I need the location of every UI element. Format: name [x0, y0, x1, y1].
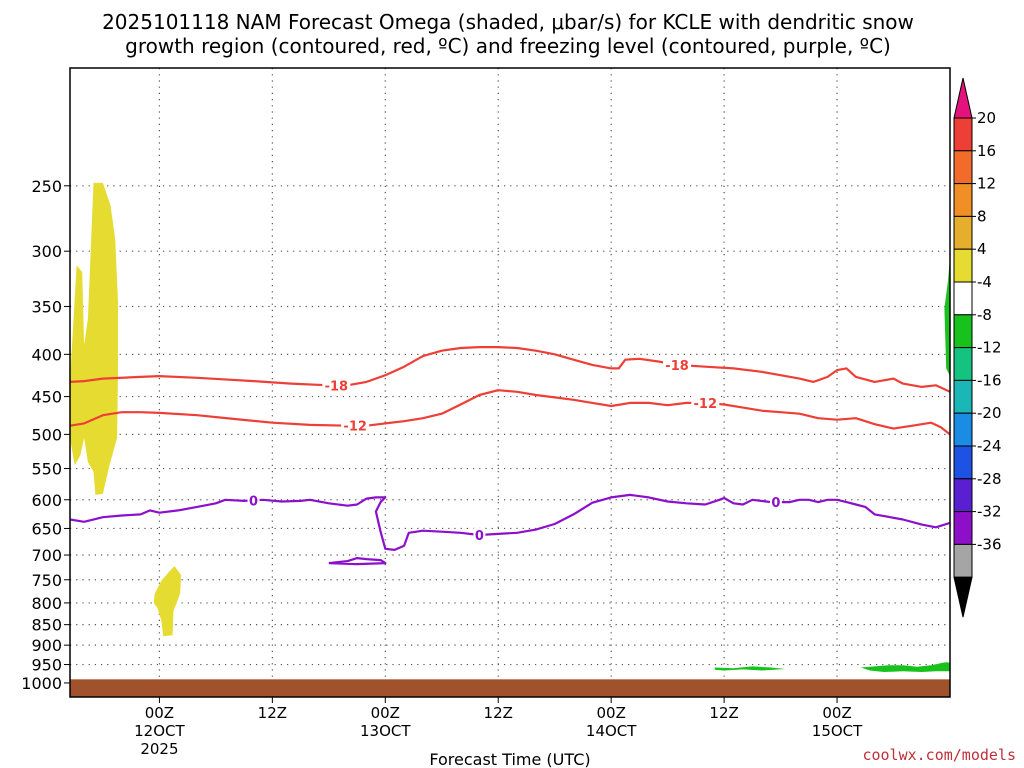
colorbar-label: -36 [977, 535, 1002, 553]
x-tick-date-label: 14OCT [586, 722, 637, 740]
colorbar-swatch [953, 281, 973, 316]
colorbar-swatch [953, 248, 973, 283]
colorbar-label: -24 [977, 437, 1002, 455]
y-tick-label: 600 [31, 491, 62, 510]
contour-label-bg [769, 495, 782, 510]
omega-area [70, 182, 118, 495]
x-tick-year-label: 2025 [140, 740, 178, 758]
x-axis-label: Forecast Time (UTC) [429, 750, 590, 768]
colorbar-swatch [953, 478, 973, 513]
contour-label: -12 [694, 397, 718, 412]
credit-text: coolwx.com/models [862, 746, 1016, 764]
colorbar-label: 12 [977, 175, 996, 193]
colorbar-label: -16 [977, 371, 1002, 389]
x-tick-label: 12Z [258, 704, 287, 722]
colorbar-swatch [953, 215, 973, 250]
colorbar-swatch [953, 445, 973, 480]
contour-line [328, 556, 387, 566]
colorbar-label: -20 [977, 404, 1002, 422]
colorbar-top-arrow [953, 77, 973, 119]
surface-ground [70, 679, 950, 697]
colorbar-label: -32 [977, 503, 1002, 521]
colorbar-swatch [953, 183, 973, 217]
y-tick-label: 750 [31, 571, 62, 590]
contour-label-bg [322, 378, 351, 393]
y-tick-label: 950 [31, 656, 62, 675]
chart-title-line1: 2025101118 NAM Forecast Omega (shaded, μ… [102, 10, 914, 34]
temperature-contours: -18 -18 -12 -12 0 0 0 [70, 346, 950, 566]
colorbar-swatch [953, 379, 973, 414]
colorbar-label: 20 [977, 109, 996, 127]
y-tick-label: 250 [31, 177, 62, 196]
y-tick-label: 350 [31, 297, 62, 316]
x-tick-label: 12Z [484, 704, 513, 722]
y-tick-label: 900 [31, 636, 62, 655]
colorbar-label: -28 [977, 470, 1002, 488]
y-tick-label: 700 [31, 546, 62, 565]
y-tick-label: 850 [31, 616, 62, 635]
y-tick-label: 500 [31, 425, 62, 444]
plot-frame [69, 67, 951, 698]
contour-label: -12 [343, 420, 367, 435]
x-tick-label: 00Z [596, 704, 625, 722]
contour-label: 0 [771, 496, 780, 511]
x-tick-date-label: 15OCT [812, 722, 863, 740]
x-tick-label: 00Z [371, 704, 400, 722]
y-tick-label: 300 [31, 242, 62, 261]
contour-label: -18 [325, 379, 349, 394]
contour-label: 0 [249, 494, 258, 509]
colorbar-swatch [953, 412, 973, 447]
y-tick-label: 800 [31, 594, 62, 613]
colorbar-label: -12 [977, 339, 1002, 357]
colorbar-label: 8 [977, 207, 987, 225]
contour-line [70, 493, 950, 552]
x-tick-label: 00Z [145, 704, 174, 722]
omega-shading [70, 182, 950, 672]
colorbar-label: 4 [977, 240, 987, 258]
contour-label-bg [663, 357, 692, 372]
colorbar-swatch [953, 511, 973, 545]
contour-line [70, 346, 950, 393]
x-tick-label: 00Z [822, 704, 851, 722]
y-tick-label: 400 [31, 345, 62, 364]
x-tick-date-label: 13OCT [360, 722, 411, 740]
colorbar-bottom-arrow [953, 576, 973, 618]
colorbar-swatch [953, 150, 973, 185]
contour-label-bg [473, 528, 486, 543]
x-tick-label: 12Z [709, 704, 738, 722]
colorbar-swatch [953, 347, 973, 381]
y-tick-label: 1000 [21, 674, 62, 693]
y-tick-label: 550 [31, 460, 62, 479]
colorbar-label: 16 [977, 142, 996, 160]
y-axis-ticks: 2503003504004505005506006507007508008509… [21, 177, 70, 693]
colorbar-swatch [953, 117, 973, 152]
omega-area [944, 257, 950, 377]
colorbar-swatch [953, 314, 973, 349]
contour-label-bg [341, 418, 370, 433]
x-tick-date-label: 12OCT [134, 722, 185, 740]
contour-label: 0 [475, 529, 484, 544]
colorbar-label: -8 [977, 306, 992, 324]
colorbar-swatch [953, 543, 973, 578]
chart-title-line2: growth region (contoured, red, ºC) and f… [125, 34, 891, 58]
contour-line [70, 389, 950, 436]
y-tick-label: 450 [31, 388, 62, 407]
contour-label: -18 [665, 359, 689, 374]
contour-label-bg [691, 395, 720, 410]
omega-area [860, 662, 950, 672]
colorbar-label: -4 [977, 273, 992, 291]
contour-label-bg [247, 493, 260, 508]
colorbar: 20 16 12 8 4 -4 -8 -12 -16 -20 -24 -28 -32 -36 [953, 77, 1002, 618]
grid-lines [70, 68, 950, 697]
omega-area [714, 666, 786, 671]
y-tick-label: 650 [31, 519, 62, 538]
omega-area [153, 566, 182, 637]
surface-layer [70, 679, 950, 697]
